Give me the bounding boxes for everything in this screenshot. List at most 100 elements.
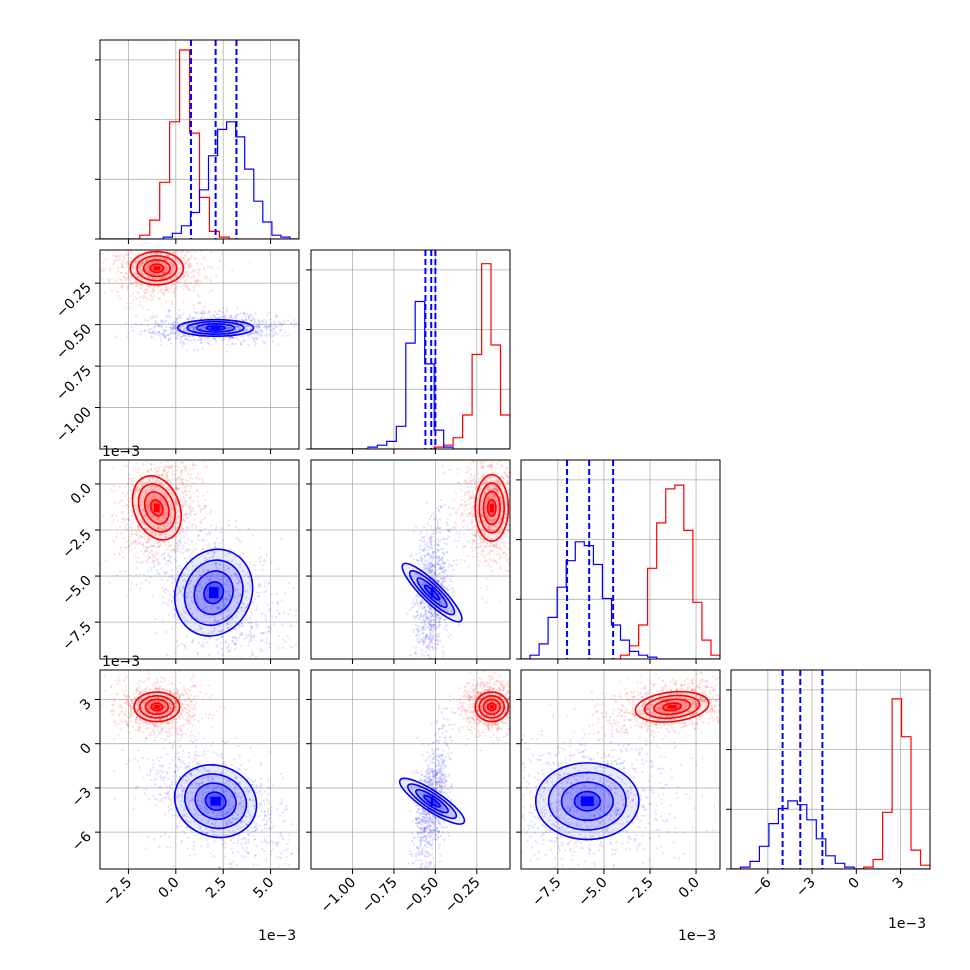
series-a-sample-point	[181, 276, 184, 279]
series-b-sample-point	[226, 578, 229, 582]
series-a-sample-point	[119, 254, 122, 257]
series-b-sample-point	[429, 540, 432, 544]
series-b-sample-point	[178, 309, 181, 312]
series-a-sample-point	[168, 420, 170, 422]
series-b-sample-point	[202, 326, 205, 329]
series-b-sample-point	[234, 343, 237, 346]
series-a-sample-point	[502, 477, 506, 481]
series-b-sample-point	[186, 338, 189, 341]
series-b-sample-point	[438, 504, 442, 507]
series-a-sample-point	[482, 480, 485, 483]
series-a-sample-point	[136, 497, 139, 500]
series-b-sample-point	[278, 321, 282, 324]
series-b-sample-point	[248, 316, 251, 319]
series-a-sample-point	[133, 243, 135, 245]
series-a-sample-point	[113, 553, 116, 556]
series-b-sample-point	[161, 586, 164, 589]
series-a-sample-point	[158, 532, 161, 536]
series-b-sample-point	[200, 312, 203, 315]
series-a-sample-point	[488, 525, 491, 528]
series-b-sample-point	[195, 608, 199, 611]
series-a-sample-point	[460, 512, 463, 515]
series-b-sample-point	[432, 612, 435, 615]
series-a-sample-point	[140, 263, 143, 266]
series-a-sample-point	[130, 278, 133, 281]
series-b-sample-point	[191, 335, 194, 338]
series-a-sample-point	[184, 499, 187, 502]
series-b-sample-point	[175, 318, 178, 321]
series-a-sample-point	[516, 493, 518, 495]
series-b-sample-point	[226, 559, 229, 562]
series-a-sample-point	[162, 240, 164, 242]
series-a-sample-point	[195, 280, 198, 283]
series-a-sample-point	[507, 548, 510, 551]
series-a-sample-point	[497, 503, 500, 506]
series-a-sample-point	[179, 450, 181, 452]
series-a-sample-point	[473, 457, 475, 459]
series-a-sample-point	[182, 504, 185, 507]
series-b-sample-point	[274, 322, 277, 325]
series-b-sample-point	[301, 327, 303, 329]
series-b-sample-point	[185, 503, 188, 506]
series-b-sample-point	[177, 644, 180, 647]
series-b-sample-point	[196, 670, 198, 672]
series-b-sample-point	[209, 546, 212, 549]
series-b-sample-point	[280, 324, 283, 327]
series-b-sample-point	[305, 326, 307, 328]
series-a-sample-point	[460, 504, 463, 507]
series-b-sample-point	[186, 597, 189, 600]
series-b-sample-point	[171, 328, 174, 331]
series-a-sample-point	[134, 279, 137, 283]
series-b-sample-point	[196, 311, 199, 314]
series-a-sample-point	[471, 512, 475, 515]
series-a-sample-point	[138, 488, 141, 492]
series-a-sample-point	[497, 530, 500, 533]
series-b-sample-point	[277, 567, 280, 570]
series-b-sample-point	[441, 577, 444, 581]
series-a-sample-point	[497, 507, 500, 510]
series-a-sample-point	[514, 523, 516, 525]
series-b-sample-point	[168, 559, 171, 562]
series-b-sample-point	[169, 326, 172, 329]
series-a-sample-point	[153, 457, 155, 459]
series-a-sample-point	[476, 497, 479, 501]
series-a-sample-point	[155, 429, 157, 431]
series-b-sample-point	[161, 320, 164, 323]
series-b-sample-point	[233, 642, 236, 645]
series-a-sample-point	[177, 520, 180, 524]
series-a-sample-point	[481, 462, 484, 465]
series-b-sample-point	[277, 612, 281, 615]
series-b-sample-point	[422, 549, 425, 552]
series-a-sample-point	[185, 245, 187, 247]
series-b-sample-point	[290, 625, 293, 628]
series-b-sample-point	[159, 332, 162, 336]
series-a-sample-point	[493, 543, 496, 546]
series-a-sample-point	[203, 256, 206, 259]
y-tick-label: 0.0	[68, 480, 95, 507]
series-b-sample-point	[180, 341, 183, 344]
series-b-sample-point	[231, 639, 234, 642]
series-b-sample-point	[249, 631, 252, 635]
series-a-sample-point	[184, 516, 187, 519]
series-b-sample-point	[192, 326, 195, 329]
series-a-sample-point	[485, 511, 488, 514]
series-a-sample-point	[113, 261, 116, 265]
series-b-sample-point	[427, 553, 430, 556]
series-a-sample-point	[160, 277, 163, 280]
series-b-sample-point	[202, 620, 205, 623]
histogram-series-a	[311, 263, 510, 449]
series-a-sample-point	[150, 273, 154, 276]
series-b-sample-point	[207, 342, 210, 345]
series-a-sample-point	[149, 456, 151, 458]
series-b-sample-point	[200, 341, 203, 344]
series-b-sample-point	[161, 578, 164, 581]
series-b-sample-point	[217, 606, 220, 610]
series-a-sample-point	[108, 267, 111, 270]
series-b-sample-point	[422, 614, 426, 617]
series-b-sample-point	[427, 637, 430, 640]
series-b-sample-point	[155, 330, 158, 334]
series-a-sample-point	[162, 524, 165, 527]
series-a-sample-point	[469, 472, 472, 475]
series-a-sample-point	[164, 258, 167, 261]
series-b-sample-point	[421, 632, 424, 635]
